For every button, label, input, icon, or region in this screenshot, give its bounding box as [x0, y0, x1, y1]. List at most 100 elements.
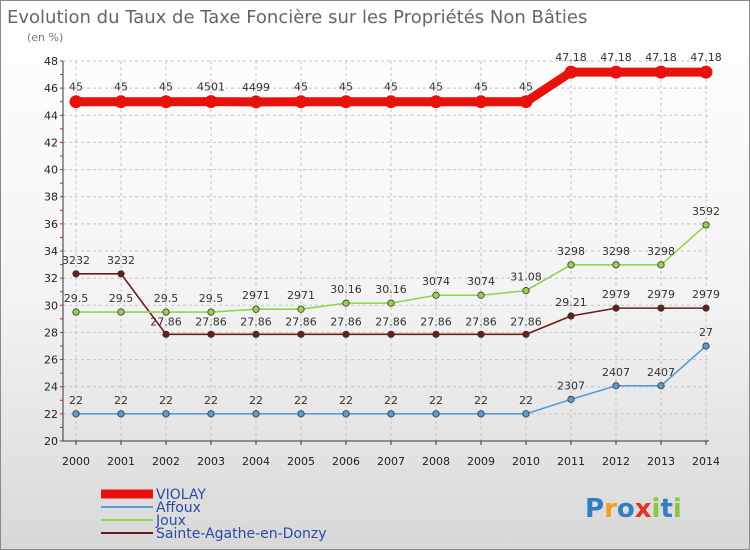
data-point-sainte-agathe-en-donzy [162, 330, 170, 338]
data-label: 3298 [647, 245, 675, 258]
y-tick-label: 32 [44, 272, 58, 285]
data-label: 45 [384, 81, 398, 94]
data-label: 22 [384, 394, 398, 407]
data-point-violay [519, 95, 533, 109]
data-point-violay [249, 95, 263, 109]
data-point-affoux [207, 410, 215, 418]
data-point-violay [114, 95, 128, 109]
data-label: 22 [429, 394, 443, 407]
data-label: 2407 [602, 366, 630, 379]
data-label: 45 [114, 81, 128, 94]
data-point-sainte-agathe-en-donzy [702, 304, 710, 312]
data-point-sainte-agathe-en-donzy [657, 304, 665, 312]
data-point-sainte-agathe-en-donzy [522, 330, 530, 338]
data-point-sainte-agathe-en-donzy [567, 312, 575, 320]
data-label: 3298 [557, 245, 585, 258]
y-tick-label: 34 [44, 245, 58, 258]
data-point-joux [477, 291, 485, 299]
data-label: 4499 [242, 81, 270, 94]
data-point-affoux [657, 382, 665, 390]
data-point-sainte-agathe-en-donzy [297, 330, 305, 338]
data-point-joux [117, 308, 125, 316]
data-point-affoux [162, 410, 170, 418]
axes: 20 22 24 26 28 30 32 34 36 38 40 42 44 46 48 2000 2001 20… [44, 55, 720, 468]
chart-unit: (en %) [27, 31, 63, 44]
logo-letter: i [652, 494, 661, 524]
data-point-violay [204, 95, 218, 109]
data-point-violay [159, 95, 173, 109]
data-label: 2407 [647, 366, 675, 379]
data-label: 22 [294, 394, 308, 407]
data-point-affoux [702, 342, 710, 350]
data-label: 2971 [242, 289, 270, 302]
data-point-joux [72, 308, 80, 316]
data-point-violay [654, 65, 668, 79]
legend-label: Affoux [156, 500, 201, 516]
data-point-affoux [567, 395, 575, 403]
y-tick-label: 36 [44, 218, 58, 231]
data-label: 27.86 [150, 315, 182, 328]
data-point-violay [699, 65, 713, 79]
y-tick-label: 28 [44, 326, 58, 339]
data-point-affoux [342, 410, 350, 418]
data-label: 30.16 [330, 283, 362, 296]
data-point-sainte-agathe-en-donzy [72, 270, 80, 278]
logo-letter: r [604, 494, 617, 524]
data-point-violay [564, 65, 578, 79]
data-label: 31.08 [510, 271, 542, 284]
data-point-joux [387, 299, 395, 307]
data-label: 47.18 [555, 51, 587, 64]
data-label: 3298 [602, 245, 630, 258]
data-label: 27.86 [285, 315, 317, 328]
x-tick-label: 2011 [557, 455, 585, 468]
x-tick-label: 2005 [287, 455, 315, 468]
data-point-sainte-agathe-en-donzy [387, 330, 395, 338]
data-point-sainte-agathe-en-donzy [612, 304, 620, 312]
data-label: 27.86 [330, 315, 362, 328]
legend-label: Joux [155, 513, 186, 529]
x-tick-label: 2009 [467, 455, 495, 468]
data-label: 3074 [422, 275, 450, 288]
data-label: 22 [519, 394, 533, 407]
data-point-sainte-agathe-en-donzy [207, 330, 215, 338]
x-tick-label: 2000 [62, 455, 90, 468]
data-label: 22 [339, 394, 353, 407]
data-point-affoux [387, 410, 395, 418]
data-point-joux [252, 305, 260, 313]
data-point-sainte-agathe-en-donzy [252, 330, 260, 338]
chart-title: Evolution du Taux de Taxe Foncière sur l… [7, 7, 587, 28]
data-label: 22 [249, 394, 263, 407]
data-point-violay [69, 95, 83, 109]
proxiti-logo: Proxiti [585, 494, 682, 524]
data-label: 47.18 [690, 51, 722, 64]
data-label: 22 [69, 394, 83, 407]
data-point-affoux [117, 410, 125, 418]
data-label: 29.5 [199, 292, 224, 305]
data-point-violay [429, 95, 443, 109]
data-point-affoux [252, 410, 260, 418]
data-label: 45 [519, 81, 533, 94]
data-point-joux [297, 305, 305, 313]
data-label: 2979 [647, 288, 675, 301]
data-point-affoux [522, 410, 530, 418]
data-label: 27 [699, 326, 713, 339]
y-tick-label: 26 [44, 354, 58, 367]
data-label: 22 [114, 394, 128, 407]
data-label: 22 [474, 394, 488, 407]
data-label: 2979 [602, 288, 630, 301]
data-point-affoux [297, 410, 305, 418]
data-label: 3592 [692, 205, 720, 218]
data-label: 3232 [62, 254, 90, 267]
data-point-joux [702, 221, 710, 229]
x-tick-label: 2004 [242, 455, 270, 468]
data-point-affoux [477, 410, 485, 418]
legend-label: Sainte-Agathe-en-Donzy [156, 526, 327, 542]
data-label: 47.18 [645, 51, 677, 64]
logo-text: Proxiti [585, 494, 682, 524]
data-label: 27.86 [510, 315, 542, 328]
data-label: 45 [294, 81, 308, 94]
data-label: 27.86 [195, 315, 227, 328]
data-point-joux [162, 308, 170, 316]
